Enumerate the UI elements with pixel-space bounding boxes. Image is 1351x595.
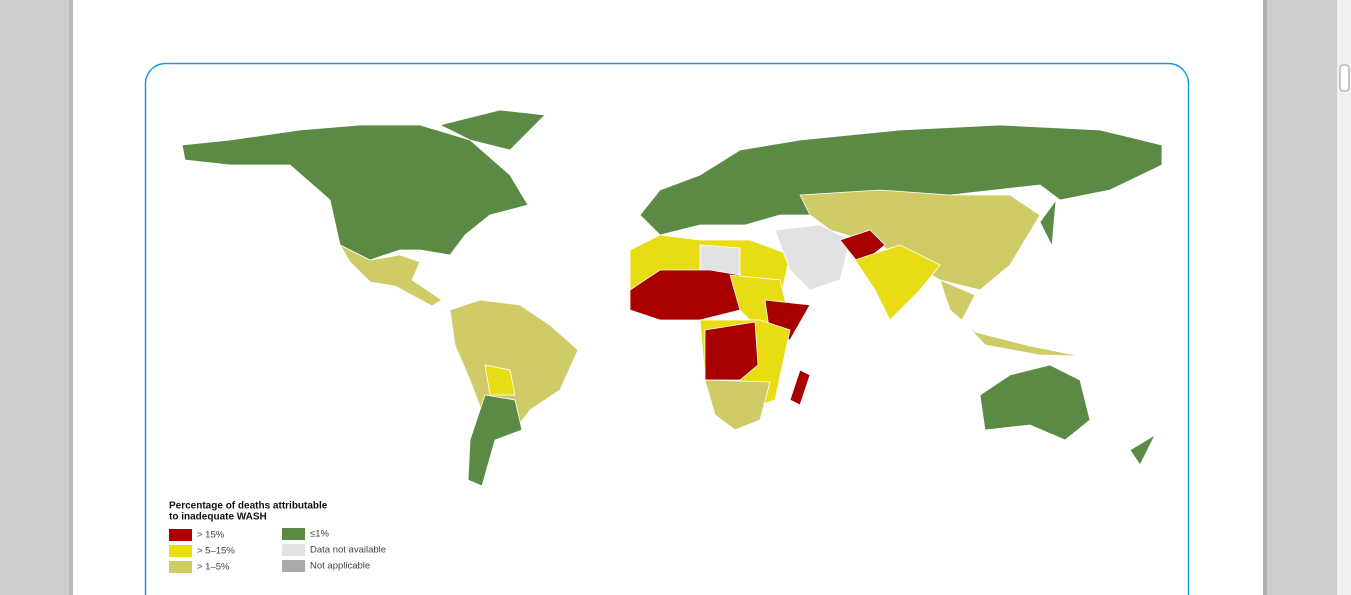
region — [1039, 198, 1057, 248]
legend-swatch — [169, 545, 192, 557]
legend-swatch — [169, 529, 192, 541]
figure-frame — [144, 62, 1190, 595]
region — [789, 369, 811, 406]
region — [467, 394, 523, 487]
legend-label: > 5–15% — [197, 546, 235, 557]
legend-title: to inadequate WASH — [169, 512, 267, 523]
region — [181, 124, 529, 261]
region — [774, 224, 851, 291]
region — [979, 364, 1091, 441]
region — [704, 379, 771, 431]
legend-swatch — [282, 528, 305, 540]
legend-swatch — [282, 560, 305, 572]
legend-label: > 1–5% — [197, 562, 230, 573]
legend-swatch — [282, 544, 305, 556]
region — [438, 109, 546, 151]
legend-title: Percentage of deaths attributable — [169, 501, 328, 512]
legend-label: > 15% — [197, 530, 225, 541]
region — [338, 244, 443, 307]
region — [639, 124, 1163, 236]
region — [1129, 433, 1156, 466]
world-map — [181, 109, 1163, 487]
region — [839, 229, 886, 266]
region — [939, 279, 1081, 357]
legend-swatch — [169, 561, 192, 573]
scrollbar-track — [1337, 0, 1351, 595]
region — [704, 321, 759, 381]
legend-label: ≤1% — [310, 529, 329, 540]
legend-label: Data not available — [310, 545, 386, 556]
region — [854, 244, 941, 321]
scrollbar-thumb[interactable] — [1339, 64, 1350, 92]
region — [484, 364, 516, 396]
region — [799, 189, 1041, 291]
legend-label: Not applicable — [310, 561, 370, 572]
